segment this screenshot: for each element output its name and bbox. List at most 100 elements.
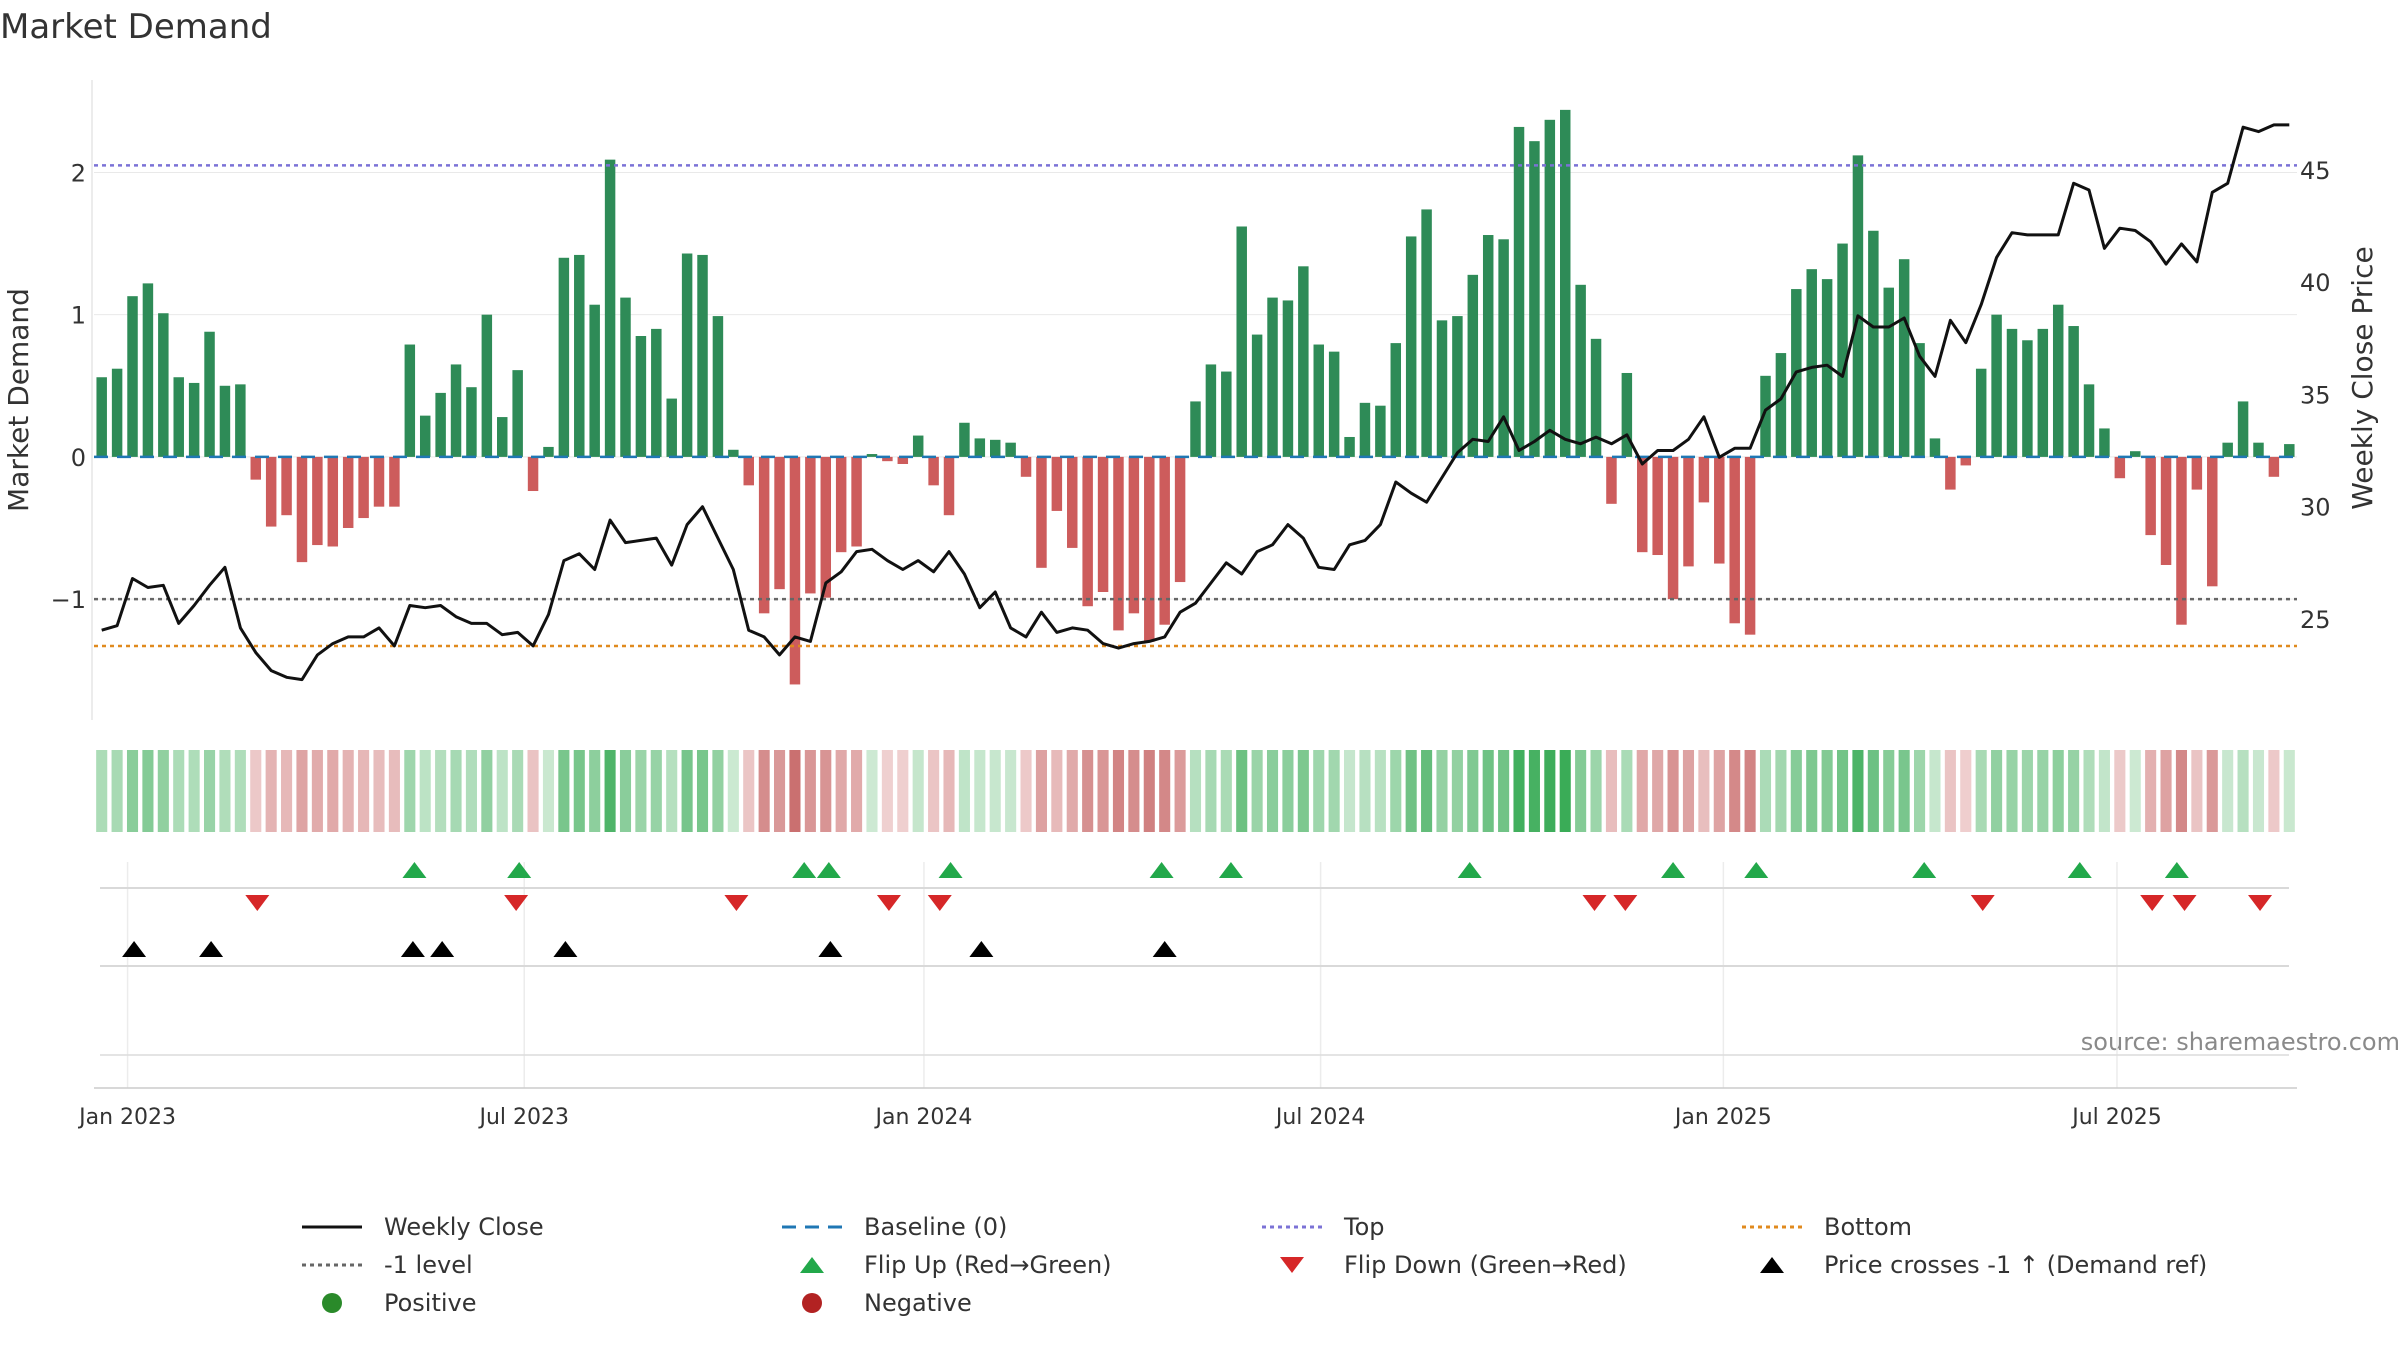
demand-bar-negative bbox=[943, 456, 955, 516]
demand-bar-positive bbox=[574, 254, 585, 457]
heat-cell bbox=[1944, 750, 1956, 832]
heat-cell bbox=[96, 750, 108, 832]
heat-cell bbox=[1898, 750, 1910, 832]
heat-cell bbox=[974, 750, 986, 832]
demand-bar-negative bbox=[1067, 456, 1078, 548]
demand-bar-positive bbox=[173, 377, 184, 457]
demand-bar-positive bbox=[2006, 328, 2018, 457]
demand-bar-negative bbox=[1667, 456, 1679, 600]
heat-cell bbox=[1390, 750, 1402, 832]
heat-cell bbox=[327, 750, 339, 832]
demand-bar-positive bbox=[1359, 402, 1371, 457]
heat-cell bbox=[1051, 750, 1063, 832]
demand-bar-negative bbox=[743, 456, 754, 486]
baseline-swatch-icon bbox=[782, 1225, 842, 1229]
demand-bar-positive bbox=[435, 392, 446, 457]
flip-up-marker bbox=[2164, 862, 2189, 878]
demand-bar-positive bbox=[1837, 243, 1848, 457]
legend-label: Flip Up (Red→Green) bbox=[864, 1251, 1112, 1279]
heat-cell bbox=[1097, 750, 1109, 832]
demand-bar-positive bbox=[450, 364, 462, 457]
demand-bar-negative bbox=[2191, 456, 2203, 490]
heat-cell bbox=[958, 750, 970, 832]
legend-item-weekly-close: Weekly Close bbox=[300, 1208, 544, 1246]
demand-bar-positive bbox=[1344, 436, 1355, 457]
demand-bar-negative bbox=[1159, 456, 1170, 625]
legend-item-flip-down: Flip Down (Green→Red) bbox=[1260, 1246, 1627, 1284]
heat-cell bbox=[1482, 750, 1494, 832]
x-tick-label: Jan 2023 bbox=[77, 1105, 176, 1130]
heat-cell bbox=[2083, 750, 2095, 832]
heat-cell bbox=[1005, 750, 1017, 832]
heat-cell bbox=[296, 750, 308, 832]
demand-bar-negative bbox=[527, 456, 539, 492]
heat-cell bbox=[573, 750, 585, 832]
demand-bar-positive bbox=[1621, 372, 1633, 457]
demand-bar-negative bbox=[1714, 456, 1725, 564]
heat-cell bbox=[943, 750, 955, 832]
demand-bar-positive bbox=[1251, 334, 1263, 457]
demand-bar-positive bbox=[2083, 384, 2095, 457]
heat-cell bbox=[1251, 750, 1263, 832]
heat-cell bbox=[1297, 750, 1309, 832]
demand-bar-positive bbox=[974, 438, 986, 457]
heat-cell bbox=[1436, 750, 1448, 832]
heat-cell bbox=[2160, 750, 2172, 832]
demand-bar-positive bbox=[635, 336, 647, 457]
x-tick-label: Jul 2025 bbox=[2070, 1105, 2162, 1130]
weekly-close-swatch-icon bbox=[302, 1225, 362, 1229]
demand-bar-positive bbox=[1929, 438, 1941, 457]
heat-cell bbox=[1128, 750, 1140, 832]
heat-cell bbox=[1991, 750, 2003, 832]
demand-bar-negative bbox=[312, 456, 323, 546]
flip-down-marker bbox=[2248, 895, 2273, 911]
demand-bar-negative bbox=[327, 456, 339, 547]
heat-cell bbox=[1467, 750, 1479, 832]
demand-bar-positive bbox=[728, 449, 739, 457]
heat-cell bbox=[419, 750, 431, 832]
heat-cell bbox=[881, 750, 893, 832]
demand-bar-positive bbox=[1513, 126, 1525, 457]
heat-cell bbox=[1498, 750, 1510, 832]
demand-bar-negative bbox=[1744, 456, 1756, 635]
heat-cell bbox=[712, 750, 724, 832]
demand-bar-positive bbox=[558, 257, 570, 457]
demand-bar-positive bbox=[188, 382, 200, 457]
heat-cell bbox=[1559, 750, 1571, 832]
demand-bar-negative bbox=[1020, 456, 1032, 477]
heat-cell bbox=[1513, 750, 1525, 832]
demand-bar-positive bbox=[604, 159, 616, 457]
heat-cell bbox=[1205, 750, 1217, 832]
heat-cell bbox=[204, 750, 216, 832]
heat-cell bbox=[820, 750, 832, 832]
demand-bar-positive bbox=[866, 454, 878, 457]
heat-cell bbox=[173, 750, 185, 832]
demand-bar-negative bbox=[789, 456, 801, 685]
demand-bar-negative bbox=[1637, 456, 1648, 553]
heat-cell bbox=[1605, 750, 1617, 832]
heat-cell bbox=[2283, 750, 2295, 832]
demand-bar-negative bbox=[389, 456, 400, 507]
heat-cell bbox=[1266, 750, 1279, 832]
price-cross-marker bbox=[969, 941, 994, 957]
demand-bar-positive bbox=[1991, 314, 2002, 457]
price-cross-marker bbox=[400, 941, 425, 957]
heat-cell bbox=[1636, 750, 1648, 832]
demand-bar-negative bbox=[1960, 456, 1972, 466]
demand-bar-negative bbox=[897, 456, 909, 464]
legend-item-top: Top bbox=[1260, 1208, 1385, 1246]
y-axis-label: Market Demand bbox=[2, 288, 35, 512]
demand-bar-positive bbox=[1282, 300, 1294, 457]
heat-cell bbox=[727, 750, 739, 832]
heat-cell bbox=[126, 750, 139, 832]
heat-cell bbox=[481, 750, 493, 832]
demand-bar-positive bbox=[158, 313, 169, 457]
heat-cell bbox=[1682, 750, 1695, 832]
heat-cell bbox=[2114, 750, 2126, 832]
demand-bar-negative bbox=[928, 456, 939, 486]
heat-cell bbox=[1652, 750, 1664, 832]
demand-bar-positive bbox=[543, 446, 554, 457]
demand-bar-negative bbox=[281, 456, 292, 516]
heat-cell bbox=[1914, 750, 1926, 832]
